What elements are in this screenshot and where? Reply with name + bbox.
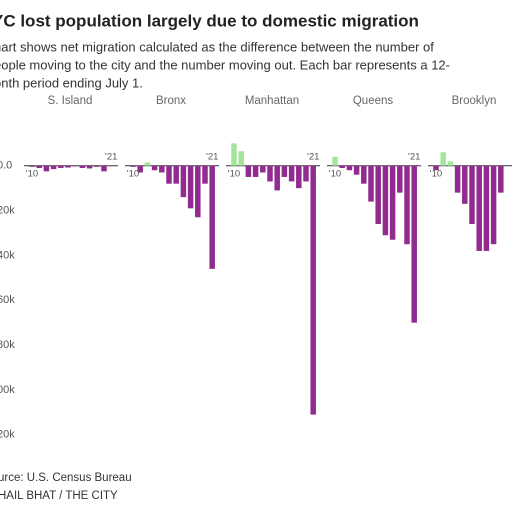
panel-label: Manhattan (245, 95, 299, 107)
x-tick-label: '10 (127, 168, 139, 179)
bar (462, 165, 468, 204)
bar (440, 152, 446, 166)
bar (346, 165, 353, 171)
bar (490, 165, 497, 245)
bar (86, 165, 93, 169)
bar (382, 165, 389, 236)
x-tick-label: '21 (105, 151, 117, 162)
y-tick-label: 20k (0, 204, 15, 216)
bar (79, 165, 86, 168)
bar (447, 161, 454, 166)
bar (252, 165, 259, 177)
bar (368, 165, 374, 202)
bar (483, 165, 490, 251)
bar (303, 165, 309, 182)
x-tick-label: '21 (206, 151, 218, 162)
x-tick-label: '10 (26, 168, 38, 179)
bar (238, 151, 244, 166)
bar (397, 165, 403, 193)
bar (29, 165, 35, 167)
bar (411, 165, 417, 323)
y-tick-label: 60k (0, 294, 15, 306)
bar (339, 165, 345, 168)
bar (94, 165, 100, 167)
y-tick-label: 20k (0, 429, 15, 441)
x-tick-label: '21 (408, 151, 420, 162)
x-tick-label: '10 (430, 168, 442, 179)
panel-label: Bronx (156, 95, 186, 107)
bar (389, 165, 396, 240)
subtitle: onth period ending July 1. (0, 75, 143, 90)
bar (375, 165, 381, 225)
subtitle: hart shows net migration calculated as t… (0, 39, 434, 54)
credit: HAIL BHAT / THE CITY (0, 490, 118, 502)
source: urce: U.S. Census Bureau (0, 472, 132, 484)
x-tick-label: '21 (307, 151, 319, 162)
bar (353, 165, 360, 175)
y-tick-label: 0.0 (0, 160, 12, 172)
bar (202, 165, 208, 184)
bar (296, 165, 302, 189)
bar (310, 165, 316, 415)
y-tick-label: 80k (0, 339, 15, 351)
bar (209, 165, 215, 269)
bar (454, 165, 461, 193)
bar (195, 165, 201, 218)
bar (50, 165, 57, 170)
y-tick-label: 40k (0, 249, 15, 261)
bar (101, 165, 107, 172)
bar (433, 165, 439, 171)
bar (43, 165, 50, 172)
subtitle: eople moving to the city and the number … (0, 57, 450, 72)
y-tick-label: 00k (0, 384, 15, 396)
bar (281, 165, 288, 177)
bar (498, 165, 504, 193)
panel-label: Brooklyn (452, 95, 497, 107)
bar (173, 165, 179, 184)
bar (159, 165, 165, 173)
bar (332, 156, 338, 166)
bar (274, 165, 280, 191)
bar (469, 165, 475, 225)
bar (36, 165, 42, 168)
bar (137, 165, 143, 173)
bar (476, 165, 482, 251)
bar (260, 165, 266, 173)
bar (267, 165, 273, 182)
bar (130, 165, 136, 167)
bar (180, 165, 187, 198)
bar (58, 165, 64, 168)
x-tick-label: '10 (329, 168, 341, 179)
bar (245, 165, 252, 177)
bar (288, 165, 295, 182)
bar (65, 165, 71, 168)
chart-title: YC lost population largely due to domest… (0, 11, 419, 30)
bar (361, 165, 367, 184)
bar (72, 165, 78, 167)
bar (187, 165, 194, 209)
panel-label: Queens (353, 95, 394, 107)
bar (144, 162, 151, 166)
bar (151, 165, 158, 171)
bar (231, 143, 237, 166)
bar (166, 165, 172, 184)
panel-label: S. Island (48, 95, 93, 107)
x-tick-label: '10 (228, 168, 240, 179)
bar (404, 165, 410, 245)
